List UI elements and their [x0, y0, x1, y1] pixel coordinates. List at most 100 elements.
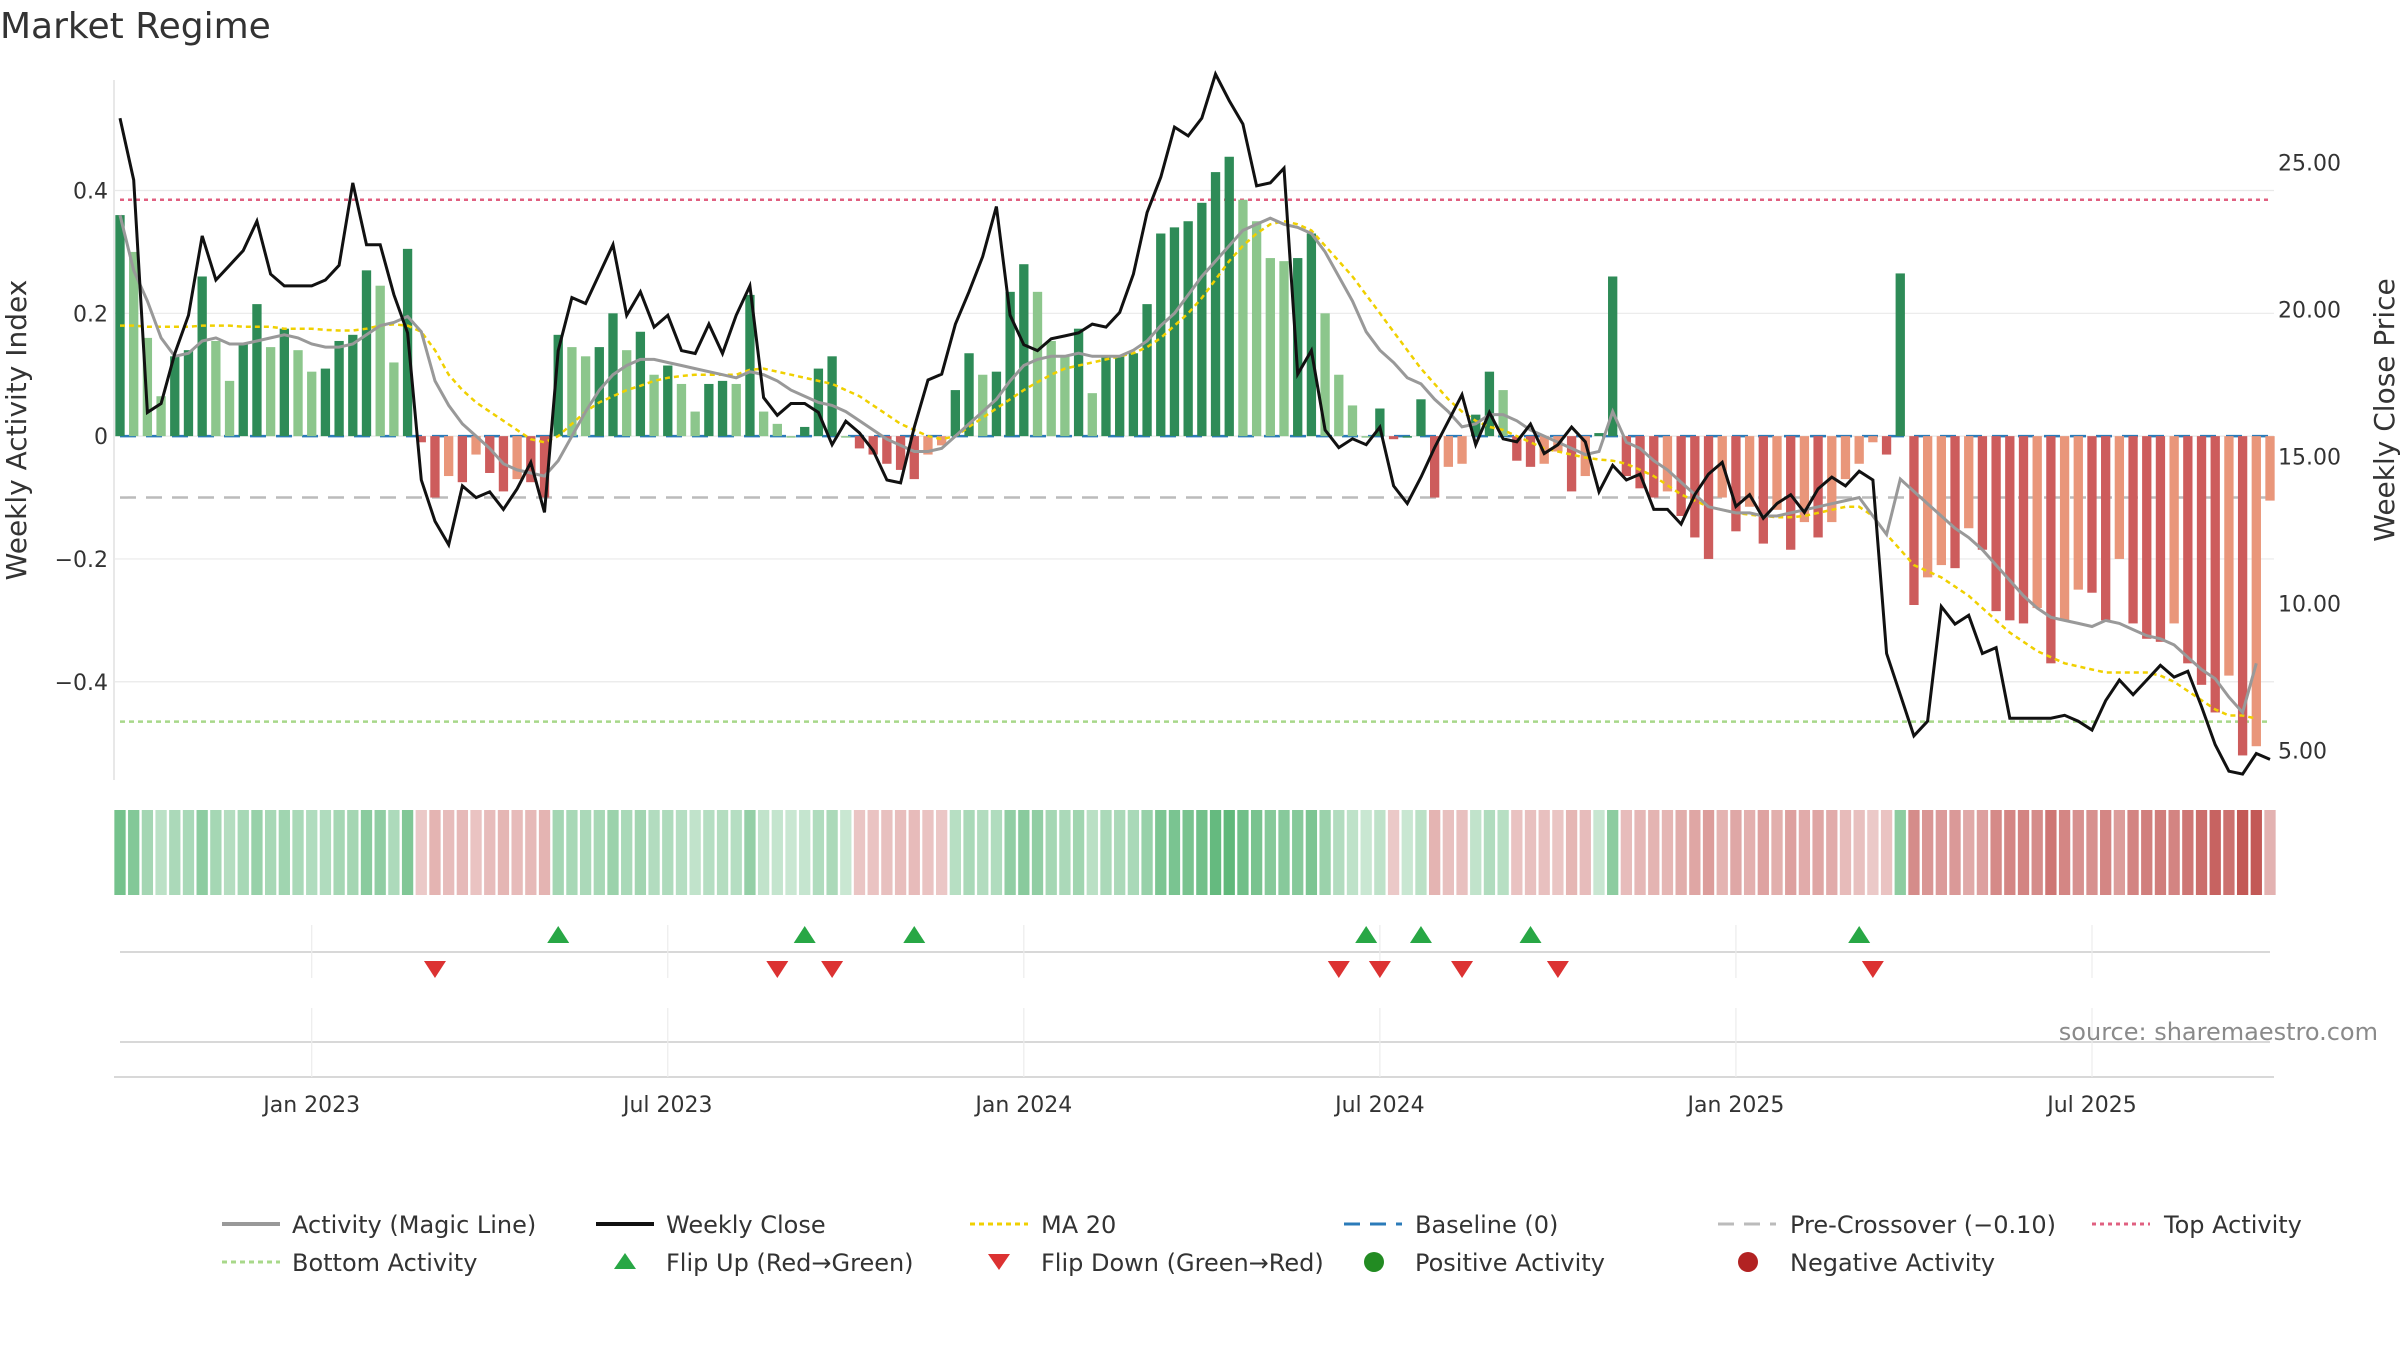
activity-bar	[1662, 436, 1673, 492]
activity-bar	[512, 436, 522, 480]
regime-cell	[347, 810, 359, 895]
activity-bar	[909, 436, 919, 480]
activity-bar	[1197, 202, 1207, 437]
legend-item-negative-activity: Negative Activity	[1738, 1249, 1995, 1277]
regime-cell	[1004, 810, 1016, 895]
legend-label-ma20: MA 20	[1041, 1211, 1116, 1239]
activity-bar	[156, 396, 166, 437]
regime-cell	[1880, 810, 1893, 895]
activity-bar	[1964, 436, 1974, 529]
regime-cell	[2250, 810, 2262, 895]
activity-bar	[2237, 436, 2248, 756]
activity-bar	[1306, 233, 1317, 437]
chart-title: Market Regime	[0, 6, 271, 47]
flip-up-marker	[1409, 926, 1432, 943]
activity-bar	[1142, 304, 1152, 437]
legend: Activity (Magic Line) Weekly Close MA 20…	[222, 1211, 2302, 1277]
regime-cell	[1716, 810, 1728, 895]
activity-bar	[731, 383, 741, 437]
regime-cell	[1839, 810, 1852, 895]
regime-cell	[2236, 810, 2249, 895]
flip-up-marker	[1355, 926, 1378, 943]
activity-bar	[1854, 436, 1864, 464]
regime-cell	[1552, 810, 1564, 895]
left-tick-label: −0.4	[55, 671, 108, 696]
activity-bar	[2183, 436, 2193, 664]
activity-bar	[567, 347, 577, 437]
activity-bar	[1525, 436, 1536, 467]
regime-cell	[511, 810, 523, 895]
activity-bar	[1936, 436, 1946, 566]
activity-bar	[1950, 436, 1960, 569]
activity-bar	[1868, 436, 1878, 443]
regime-cell	[456, 810, 469, 895]
activity-bar	[1457, 436, 1467, 464]
magic-line	[118, 214, 2258, 716]
regime-cell	[1634, 810, 1646, 895]
regime-cell	[374, 810, 386, 895]
regime-cell	[292, 810, 304, 895]
left-tick-label: 0	[94, 425, 108, 450]
activity-bar	[1608, 276, 1618, 437]
regime-cell	[2004, 810, 2016, 895]
activity-bar	[964, 353, 974, 437]
activity-bar	[252, 304, 262, 437]
regime-cell	[1607, 810, 1619, 895]
activity-bar	[1334, 374, 1344, 437]
regime-cell	[114, 810, 126, 895]
regime-cell	[1524, 810, 1537, 895]
regime-cell	[1360, 810, 1372, 895]
regime-cell	[1648, 810, 1660, 895]
activity-bar	[2101, 436, 2111, 621]
right-axis-ticks: 25.00 20.00 15.00 10.00 5.00	[2278, 151, 2341, 764]
activity-bar	[2005, 436, 2015, 621]
right-tick-label: 5.00	[2278, 740, 2327, 765]
flip-down-marker	[1327, 961, 1350, 978]
regime-cell	[716, 810, 729, 895]
regime-cell	[401, 810, 414, 895]
regime-cell	[223, 810, 236, 895]
regime-cell	[1593, 810, 1605, 895]
regime-cell	[429, 810, 441, 895]
activity-bar	[868, 436, 878, 455]
regime-cell	[1743, 810, 1756, 895]
regime-cell	[1346, 810, 1359, 895]
activity-bar	[348, 334, 358, 437]
legend-item-flip-up: Flip Up (Red→Green)	[614, 1249, 914, 1277]
series-lines	[118, 70, 2271, 776]
regime-cell	[2264, 810, 2276, 895]
regime-cell	[388, 810, 400, 895]
activity-bar	[1087, 393, 1097, 437]
regime-cell	[278, 810, 290, 895]
regime-cell	[1127, 810, 1140, 895]
regime-cell	[1278, 810, 1290, 895]
activity-bar	[375, 285, 385, 437]
legend-label-weekly-close: Weekly Close	[666, 1211, 826, 1239]
regime-cell	[2223, 810, 2235, 895]
activity-bar	[1375, 408, 1385, 437]
right-axis-label: Weekly Close Price	[2368, 278, 2400, 541]
regime-cell	[689, 810, 701, 895]
legend-item-flip-down: Flip Down (Green→Red)	[988, 1249, 1324, 1277]
regime-cell	[826, 810, 838, 895]
activity-bar	[2046, 436, 2056, 664]
regime-cell	[1415, 810, 1427, 895]
legend-item-magic-line: Activity (Magic Line)	[222, 1211, 536, 1239]
activity-bar	[457, 436, 468, 483]
activity-bar	[1128, 353, 1139, 437]
regime-cell	[1237, 810, 1249, 895]
flip-up-marker	[547, 926, 570, 943]
regime-cell	[2017, 810, 2030, 895]
activity-bar	[841, 436, 851, 438]
activity-bar	[882, 436, 892, 464]
regime-cell	[1250, 810, 1263, 895]
regime-cell	[1305, 810, 1318, 895]
activity-bar	[1649, 436, 1659, 498]
regime-cell	[1182, 810, 1194, 895]
activity-bar	[1594, 433, 1604, 437]
regime-cell	[662, 810, 674, 895]
activity-bar	[361, 270, 372, 437]
activity-bar	[553, 334, 563, 437]
activity-bar	[485, 436, 495, 473]
activity-bar	[854, 436, 865, 449]
